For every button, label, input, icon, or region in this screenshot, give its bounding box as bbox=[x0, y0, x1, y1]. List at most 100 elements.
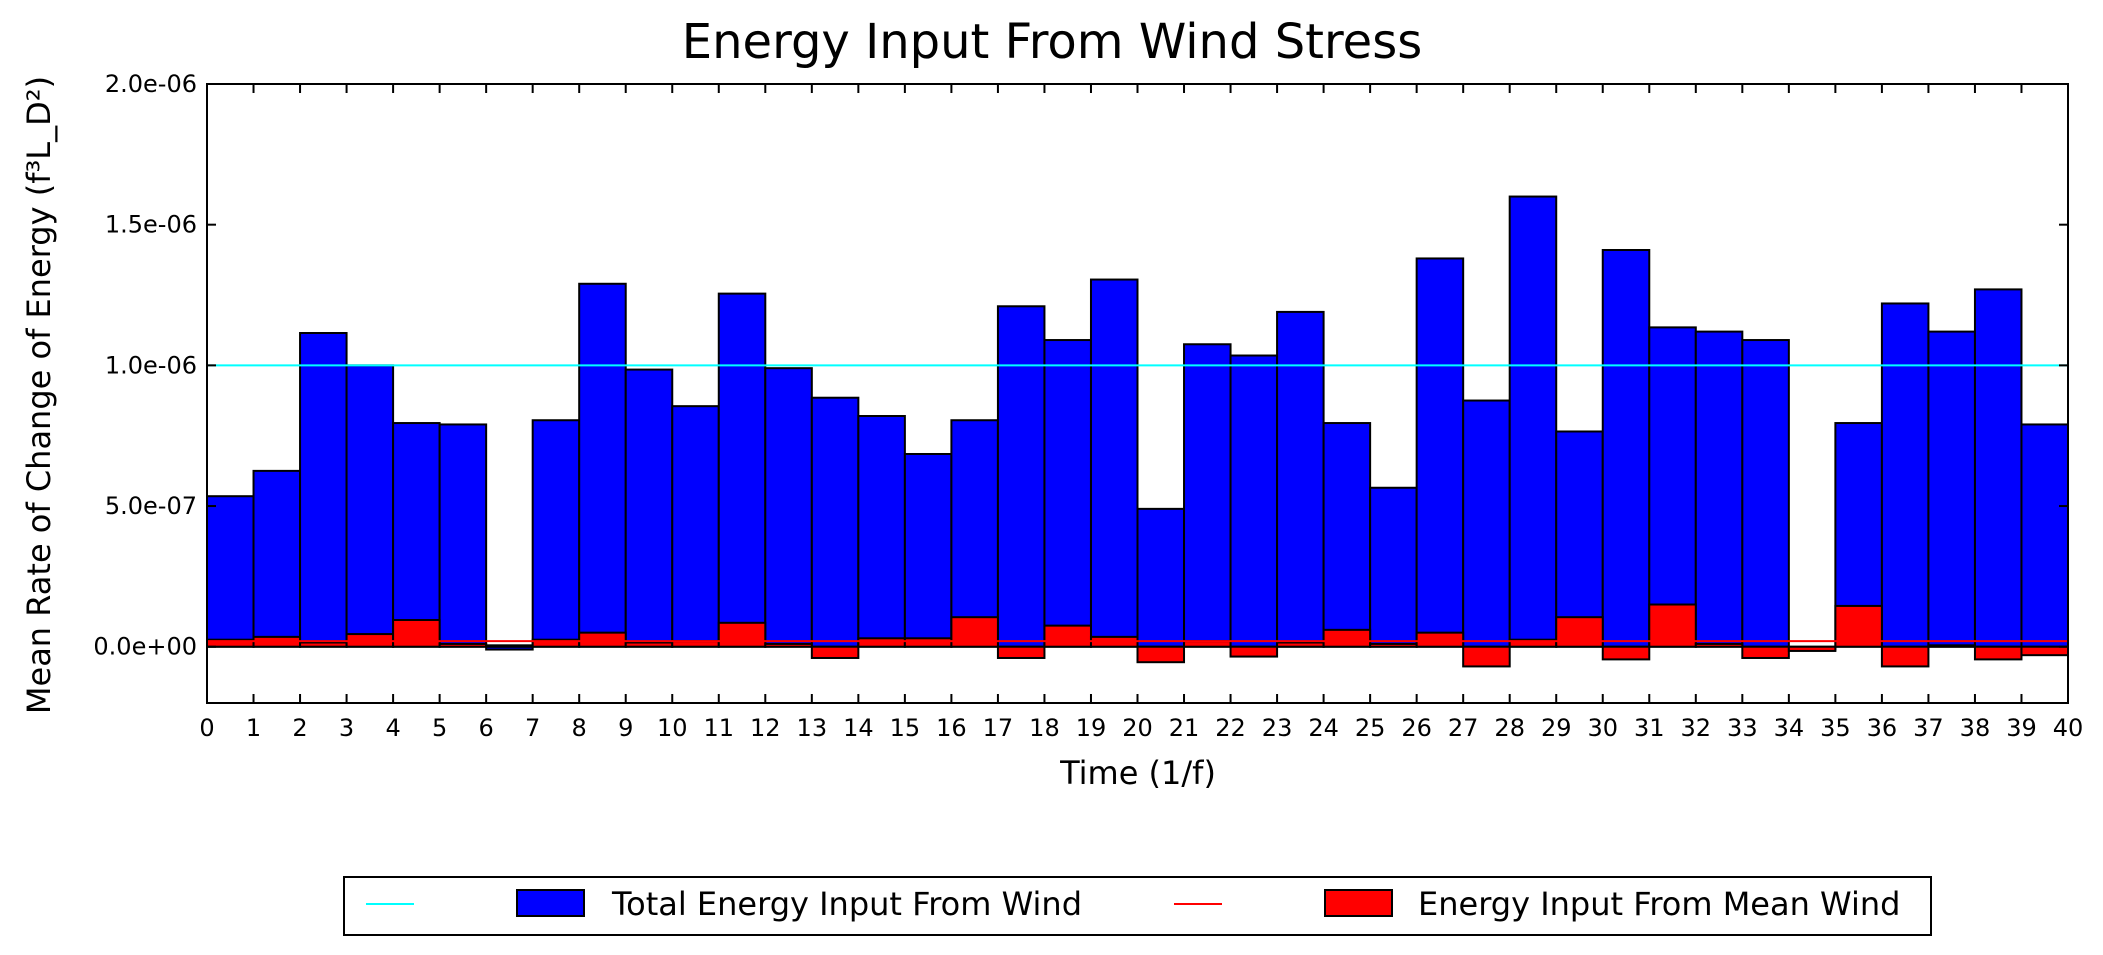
x-tick-label: 39 bbox=[2006, 714, 2037, 742]
x-tick-label: 29 bbox=[1541, 714, 1572, 742]
x-axis-label: Time (1/f) bbox=[1059, 754, 1216, 792]
total-energy-bar-31 bbox=[1648, 326, 1697, 648]
mean-wind-bar-9 bbox=[624, 641, 674, 648]
total-energy-bar-17 bbox=[996, 305, 1046, 648]
x-tick-label: 33 bbox=[1727, 714, 1758, 742]
total-energy-bar-32 bbox=[1694, 330, 1744, 648]
x-tick-label: 1 bbox=[246, 714, 261, 742]
mean-wind-bar-34 bbox=[1787, 645, 1837, 652]
total-energy-bar-9 bbox=[624, 368, 674, 648]
mean-wind-bars bbox=[206, 603, 2069, 668]
total-energy-bar-24 bbox=[1322, 422, 1372, 648]
x-tick-label: 18 bbox=[1029, 714, 1060, 742]
total-energy-bar-15 bbox=[903, 452, 953, 648]
x-tick-label: 20 bbox=[1122, 714, 1153, 742]
x-tick-label: 31 bbox=[1634, 714, 1665, 742]
total-energy-bar-0 bbox=[206, 495, 255, 648]
total-energy-bar-37 bbox=[1927, 330, 1976, 648]
mean-wind-bar-18 bbox=[1043, 624, 1092, 648]
total-energy-bar-39 bbox=[2020, 423, 2069, 648]
x-tick-label: 19 bbox=[1076, 714, 1107, 742]
total-energy-bar-1 bbox=[252, 469, 302, 648]
x-tick-label: 38 bbox=[1960, 714, 1991, 742]
x-tick-label: 35 bbox=[1820, 714, 1851, 742]
mean-wind-bar-2 bbox=[299, 641, 348, 648]
mean-wind-bar-4 bbox=[392, 618, 441, 648]
total-energy-bar-19 bbox=[1089, 278, 1139, 648]
x-tick-label: 0 bbox=[199, 714, 214, 742]
x-tick-label: 3 bbox=[339, 714, 354, 742]
total-energy-bars bbox=[206, 195, 2069, 651]
total-energy-bar-25 bbox=[1369, 486, 1418, 648]
total-energy-bar-11 bbox=[717, 292, 767, 648]
mean-wind-bar-35 bbox=[1834, 604, 1883, 648]
mean-lines bbox=[207, 364, 2068, 643]
total-energy-bar-4 bbox=[392, 422, 441, 648]
total-energy-bar-27 bbox=[1462, 399, 1511, 648]
total-energy-bar-21 bbox=[1183, 343, 1232, 648]
x-tick-label: 22 bbox=[1215, 714, 1246, 742]
mean-wind-bar-29 bbox=[1555, 616, 1604, 648]
x-tick-label: 2 bbox=[292, 714, 307, 742]
total-energy-bar-7 bbox=[531, 419, 581, 648]
x-tick-label: 36 bbox=[1867, 714, 1898, 742]
total-energy-bar-38 bbox=[1973, 288, 2023, 648]
mean-wind-bar-37 bbox=[1927, 644, 1976, 648]
total-energy-bar-26 bbox=[1415, 257, 1465, 648]
total-energy-bar-20 bbox=[1136, 507, 1186, 648]
legend-mean-label: Energy Input From Mean Wind bbox=[1418, 885, 1900, 923]
x-tick-label: 4 bbox=[385, 714, 400, 742]
legend: Total Energy Input From Wind Energy Inpu… bbox=[343, 876, 1932, 936]
mean-wind-bar-36 bbox=[1880, 645, 1930, 668]
total-energy-bar-22 bbox=[1229, 354, 1279, 648]
total-energy-bar-30 bbox=[1601, 249, 1651, 648]
x-tick-label: 7 bbox=[525, 714, 540, 742]
x-tick-label: 28 bbox=[1494, 714, 1525, 742]
total-energy-bar-16 bbox=[950, 419, 999, 648]
mean-wind-bar-39 bbox=[2020, 645, 2069, 657]
mean-wind-bar-13 bbox=[810, 645, 860, 659]
x-tick-label: 21 bbox=[1169, 714, 1200, 742]
mean-wind-bar-5 bbox=[438, 642, 488, 648]
x-tick-label: 13 bbox=[797, 714, 828, 742]
x-tick-label: 30 bbox=[1587, 714, 1618, 742]
x-tick-label: 27 bbox=[1448, 714, 1479, 742]
mean-wind-bar-20 bbox=[1136, 645, 1186, 664]
mean-wind-bar-12 bbox=[764, 642, 813, 648]
x-tick-label: 17 bbox=[983, 714, 1014, 742]
x-tick-label: 12 bbox=[750, 714, 781, 742]
x-tick-label: 11 bbox=[704, 714, 735, 742]
mean-wind-bar-32 bbox=[1694, 642, 1744, 648]
legend-mean-bar-swatch bbox=[1324, 889, 1393, 917]
mean-wind-bar-38 bbox=[1973, 645, 2023, 661]
x-tick-label: 37 bbox=[1913, 714, 1944, 742]
x-tick-label: 16 bbox=[936, 714, 967, 742]
mean-wind-bar-26 bbox=[1415, 631, 1465, 648]
y-tick-label: 1.0e-06 bbox=[105, 351, 197, 379]
x-tick-label: 34 bbox=[1774, 714, 1805, 742]
x-tick-label: 15 bbox=[890, 714, 921, 742]
mean-wind-bar-27 bbox=[1462, 645, 1511, 668]
x-tick-label: 32 bbox=[1681, 714, 1712, 742]
mean-wind-bar-11 bbox=[717, 621, 767, 648]
total-energy-bar-3 bbox=[345, 364, 395, 648]
x-tick-label: 40 bbox=[2053, 714, 2084, 742]
total-energy-bar-28 bbox=[1508, 195, 1558, 648]
total-energy-bar-14 bbox=[857, 415, 906, 648]
mean-wind-bar-14 bbox=[857, 637, 906, 648]
y-tick-label: 2.0e-06 bbox=[105, 70, 197, 98]
x-tick-label: 26 bbox=[1401, 714, 1432, 742]
chart-title: Energy Input From Wind Stress bbox=[682, 14, 1422, 70]
mean-wind-bar-8 bbox=[578, 631, 627, 648]
mean-wind-bar-6 bbox=[485, 644, 534, 648]
mean-wind-bar-30 bbox=[1601, 645, 1651, 661]
total-energy-bar-29 bbox=[1555, 430, 1604, 648]
mean-wind-bar-24 bbox=[1322, 628, 1372, 648]
legend-total-bar-swatch bbox=[516, 889, 585, 917]
mean-wind-bar-31 bbox=[1648, 603, 1697, 648]
total-energy-bar-33 bbox=[1741, 339, 1790, 648]
mean-wind-bar-15 bbox=[903, 637, 953, 648]
y-tick-label: 0.0e+00 bbox=[93, 633, 197, 661]
